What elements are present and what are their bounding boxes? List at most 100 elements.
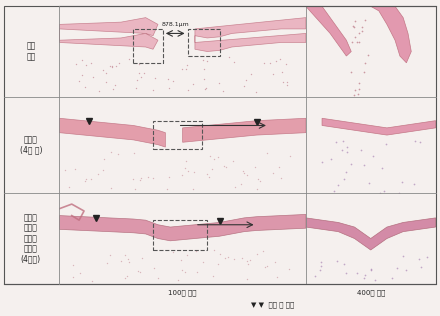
Point <box>216 252 224 257</box>
Point <box>335 183 342 188</box>
Point <box>194 270 201 275</box>
Point <box>270 71 277 76</box>
Point <box>254 251 261 256</box>
Point <box>103 70 110 75</box>
Point <box>175 278 182 283</box>
Point <box>416 139 423 144</box>
Point <box>243 173 250 178</box>
Point <box>78 73 85 78</box>
Point <box>357 148 364 153</box>
Point <box>204 58 211 64</box>
Point <box>211 156 218 161</box>
Point <box>251 164 258 169</box>
Point <box>200 58 207 63</box>
Point <box>340 262 347 267</box>
Point <box>411 138 418 143</box>
Point <box>95 88 103 94</box>
Point <box>70 262 77 267</box>
Point <box>286 266 293 271</box>
Point <box>220 163 227 168</box>
Point <box>282 62 290 67</box>
Point <box>88 176 95 181</box>
Point <box>367 268 374 273</box>
Point <box>62 167 69 172</box>
Point <box>400 253 407 258</box>
Text: 대조군
(4일 후): 대조군 (4일 후) <box>19 135 42 154</box>
Point <box>278 175 285 180</box>
Point <box>318 264 325 269</box>
Point <box>82 176 89 181</box>
Point <box>210 247 217 252</box>
Point <box>69 274 76 279</box>
Point <box>379 165 386 170</box>
Point <box>334 259 341 264</box>
Point <box>178 67 185 72</box>
Point <box>333 139 340 144</box>
Point <box>113 63 120 68</box>
Point <box>125 259 132 264</box>
Point <box>177 258 184 263</box>
Polygon shape <box>59 18 158 49</box>
Point <box>317 259 324 264</box>
Point <box>369 153 376 158</box>
Polygon shape <box>59 215 306 241</box>
Point <box>88 278 95 283</box>
Point <box>154 276 161 281</box>
Point <box>273 274 280 279</box>
Point <box>108 150 115 155</box>
Point <box>340 138 347 143</box>
Point <box>130 176 137 181</box>
Point <box>349 23 356 28</box>
Point <box>377 190 384 195</box>
Point <box>382 142 389 147</box>
Point <box>117 258 125 263</box>
Point <box>351 25 358 30</box>
Point <box>361 61 368 66</box>
Point <box>193 248 200 253</box>
Point <box>411 181 418 186</box>
Point <box>238 182 245 187</box>
Point <box>231 257 238 262</box>
Point <box>114 151 121 156</box>
Point <box>138 175 145 180</box>
Point <box>367 266 374 271</box>
Point <box>140 70 147 75</box>
Point <box>243 259 250 264</box>
Point <box>255 176 262 181</box>
Point <box>344 149 351 154</box>
Point <box>103 80 110 85</box>
Point <box>354 40 361 45</box>
Point <box>270 171 277 176</box>
Text: 400배 확대: 400배 확대 <box>356 289 385 295</box>
Point <box>277 56 284 61</box>
Point <box>342 169 349 174</box>
Point <box>108 185 115 190</box>
Point <box>150 87 157 92</box>
Point <box>78 58 85 63</box>
Point <box>164 186 171 191</box>
Point <box>123 274 130 279</box>
Point <box>122 276 129 281</box>
Point <box>209 274 216 279</box>
Point <box>257 179 264 184</box>
Point <box>103 260 110 265</box>
Point <box>201 77 208 82</box>
Point <box>72 166 79 171</box>
Point <box>318 160 325 165</box>
Point <box>165 174 172 179</box>
Point <box>182 269 189 274</box>
Point <box>66 184 73 189</box>
Point <box>182 158 189 163</box>
Text: 100배 확대: 100배 확대 <box>169 289 197 295</box>
Point <box>182 165 189 170</box>
Point <box>112 83 119 88</box>
Point <box>347 161 354 166</box>
Point <box>190 82 197 87</box>
Point <box>166 86 173 91</box>
Polygon shape <box>183 118 306 142</box>
Point <box>352 88 359 93</box>
Point <box>206 174 213 179</box>
Point <box>179 268 186 273</box>
Polygon shape <box>59 118 165 147</box>
Point <box>312 274 319 279</box>
